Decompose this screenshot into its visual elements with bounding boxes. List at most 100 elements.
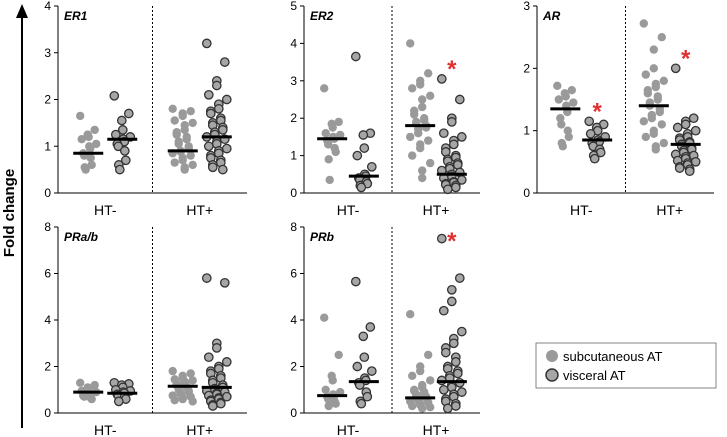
y-tick-label: 0 [44,406,51,420]
data-point [217,125,228,135]
data-point [556,114,565,123]
y-tick-label: 4 [44,313,51,327]
data-point [170,396,179,405]
data-point [328,376,337,385]
data-point [446,117,457,127]
data-point [186,151,195,160]
panel-prb: 0 2 4 6 8 PRb HT- HT+ * [290,220,480,437]
y-tick-label: 3 [44,46,51,60]
panel-pra-b: 0 2 4 6 8 PRa/b HT- HT+ [44,220,247,437]
data-point [674,163,685,173]
panel-title-er1: ER1 [64,9,88,23]
data-point [203,352,214,363]
data-point [564,132,573,142]
legend-subcutaneous-marker [546,350,558,362]
data-point [651,145,660,154]
data-point [442,184,453,195]
data-point [456,326,467,337]
data-point [408,151,417,160]
x-group-label: HT+ [423,202,450,218]
panel-er1: 0 1 2 3 4 ER1 HT- HT+ [44,0,247,218]
y-axis-title: Fold change [1,169,18,257]
data-point [178,394,187,404]
significance-star: * [593,98,603,125]
data-point [366,161,377,172]
data-point [90,380,99,390]
data-point [659,138,668,148]
data-point [201,273,212,283]
data-point [172,130,181,139]
data-point [321,129,330,138]
data-point [438,305,449,316]
data-point [688,113,699,124]
data-point [554,95,563,104]
data-point [117,125,128,135]
data-point [408,84,417,93]
data-point [450,401,461,411]
legend: subcutaneous AT visceral AT [535,342,717,389]
data-point [690,125,701,136]
y-tick-label: 2 [523,61,530,75]
series-ht-visceral [348,276,379,409]
x-group-label: HT- [337,422,360,437]
y-tick-label: 2 [44,360,51,374]
data-point [178,111,187,121]
significance-star: * [447,228,457,255]
series-ht-subcutaneous [405,39,436,183]
data-point [186,107,195,116]
significance-star: * [447,56,457,83]
data-point [170,158,179,167]
y-tick-label: 0 [44,186,51,200]
data-point [221,143,232,154]
data-point [653,95,662,104]
data-point [557,120,566,129]
data-point [410,110,419,119]
data-point [563,126,572,135]
data-point [320,313,329,322]
data-point [77,135,86,144]
data-point [90,125,99,135]
series-ht-subcutaneous [73,111,104,174]
data-point [584,116,595,127]
data-point [219,277,230,288]
data-point [639,19,648,28]
data-point [456,132,467,142]
series-ht-visceral [201,38,232,175]
y-tick-label: 0 [290,186,297,200]
data-point [178,156,187,165]
data-point [92,139,101,149]
data-point [643,89,652,98]
data-point [119,146,130,156]
data-point [113,141,124,152]
data-point [114,164,125,175]
data-point [188,118,197,128]
data-point [450,357,461,367]
data-point [418,404,427,413]
data-point [655,107,664,117]
x-group-label: HT+ [656,202,683,218]
series-ht-visceral: * [582,98,613,164]
x-group-label: HT- [337,202,360,218]
series-ht-visceral [201,273,232,411]
data-point [438,384,449,395]
data-point [215,398,226,409]
data-point [690,156,701,167]
data-point [180,125,189,135]
data-point [657,120,666,129]
data-point [424,69,433,78]
y-tick-label: 2 [44,93,51,107]
y-tick-label: 0 [523,186,530,200]
data-point [651,82,660,92]
data-point [362,391,373,402]
panel-ar: 0 1 2 3 AR HT- HT+ * * [523,0,714,218]
data-point [649,129,658,138]
data-point [659,76,668,86]
panel-title-ar: AR [542,9,561,23]
data-point [446,296,457,307]
x-group-label: HT+ [423,422,450,437]
data-point [406,132,415,142]
series-ht-visceral: * [670,45,701,177]
data-point [120,155,131,166]
data-point [174,139,183,149]
